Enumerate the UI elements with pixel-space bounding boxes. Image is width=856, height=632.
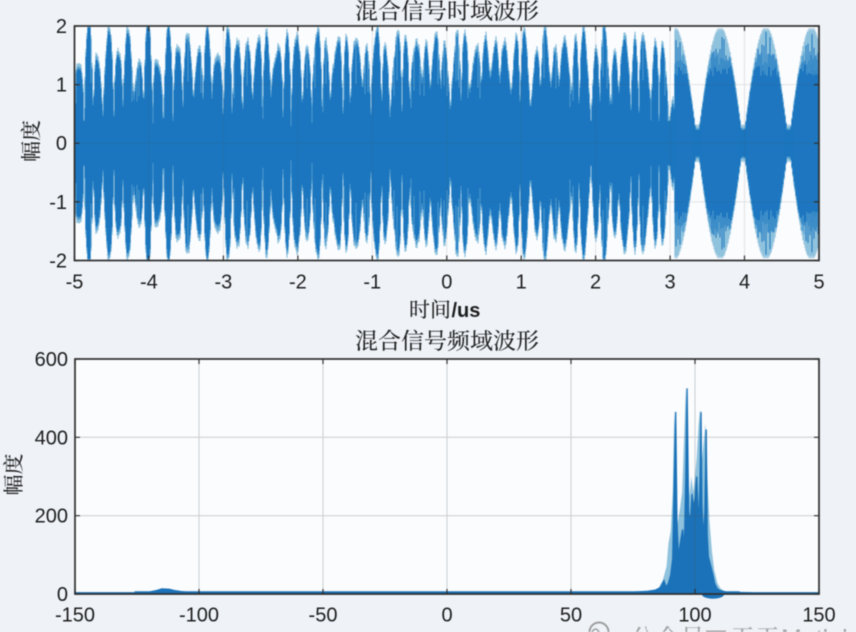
svg-text:2: 2 bbox=[56, 16, 67, 38]
svg-text:Matlab: Matlab bbox=[781, 625, 856, 632]
svg-text:1: 1 bbox=[516, 272, 527, 294]
svg-text:0: 0 bbox=[56, 133, 67, 155]
svg-text:-3: -3 bbox=[215, 272, 233, 294]
svg-text:0: 0 bbox=[57, 584, 68, 606]
svg-text:-150: -150 bbox=[55, 605, 95, 627]
svg-text:-4: -4 bbox=[140, 272, 158, 294]
svg-text:-100: -100 bbox=[179, 605, 219, 627]
svg-text:5: 5 bbox=[813, 272, 824, 294]
svg-text:150: 150 bbox=[802, 605, 835, 627]
svg-text:-2: -2 bbox=[49, 251, 67, 273]
svg-text:3: 3 bbox=[665, 272, 676, 294]
svg-text:-1: -1 bbox=[363, 272, 381, 294]
svg-text:-1: -1 bbox=[49, 192, 67, 214]
svg-text:4: 4 bbox=[739, 272, 750, 294]
svg-text:50: 50 bbox=[560, 605, 582, 627]
svg-text:-5: -5 bbox=[66, 272, 84, 294]
svg-text:0: 0 bbox=[441, 272, 452, 294]
svg-text:1: 1 bbox=[56, 75, 67, 97]
svg-text:/us: /us bbox=[452, 300, 481, 322]
svg-text:200: 200 bbox=[35, 506, 68, 528]
svg-text:100: 100 bbox=[678, 605, 711, 627]
svg-text:600: 600 bbox=[35, 349, 68, 371]
svg-text:-50: -50 bbox=[309, 605, 338, 627]
svg-text:400: 400 bbox=[35, 427, 68, 449]
svg-text:-2: -2 bbox=[289, 272, 307, 294]
svg-text:2: 2 bbox=[590, 272, 601, 294]
svg-text:0: 0 bbox=[441, 605, 452, 627]
